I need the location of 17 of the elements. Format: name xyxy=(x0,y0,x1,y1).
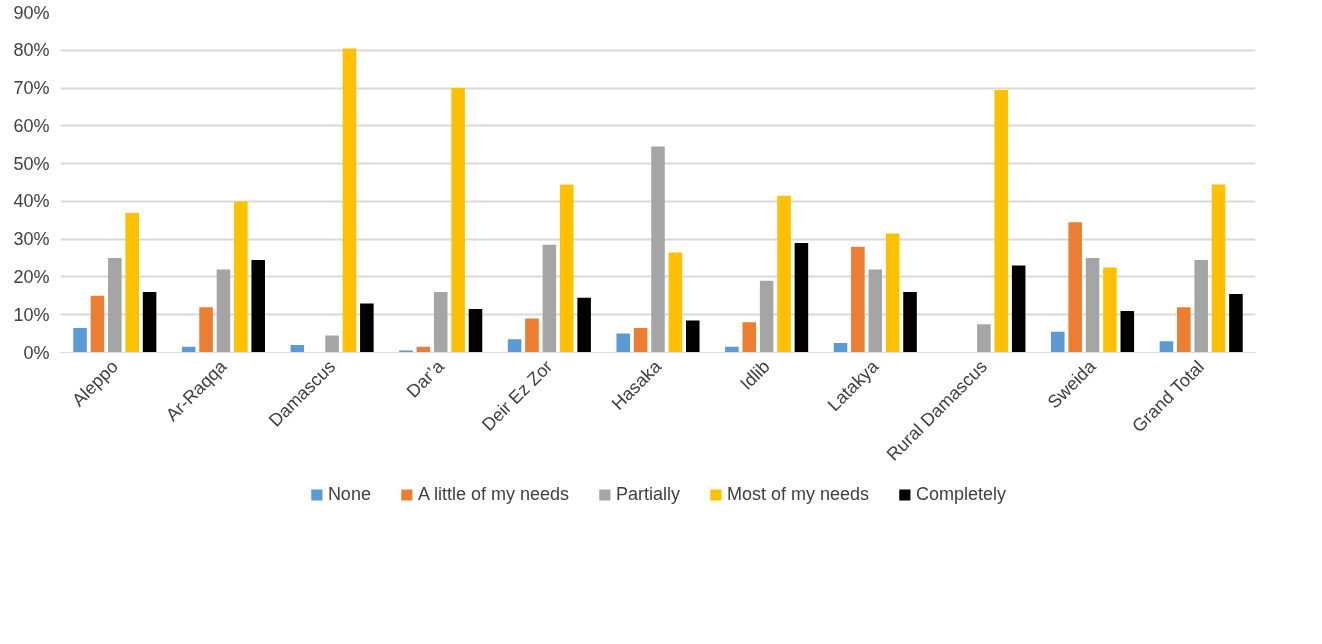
legend-label: Partially xyxy=(615,483,681,505)
legend-label: None xyxy=(327,483,371,505)
legend-label: A little of my needs xyxy=(417,483,569,505)
y-tick-label: 80% xyxy=(13,40,50,61)
legend-label: Completely xyxy=(916,483,1007,505)
y-tick-label: 0% xyxy=(23,342,50,363)
y-tick-label: 90% xyxy=(13,2,50,23)
y-tick-label: 40% xyxy=(13,191,50,212)
y-tick-label: 20% xyxy=(13,266,50,287)
y-tick-label: 10% xyxy=(13,304,50,325)
x-tick-label: Deir Ez Zor xyxy=(477,356,557,435)
x-tick-label: Idlib xyxy=(736,356,774,394)
y-tick-label: 50% xyxy=(13,153,50,174)
y-tick-label: 60% xyxy=(13,115,50,136)
y-tick-label: 70% xyxy=(13,78,50,99)
legend-label: Most of my needs xyxy=(727,483,870,505)
y-tick-label: 30% xyxy=(13,229,50,250)
